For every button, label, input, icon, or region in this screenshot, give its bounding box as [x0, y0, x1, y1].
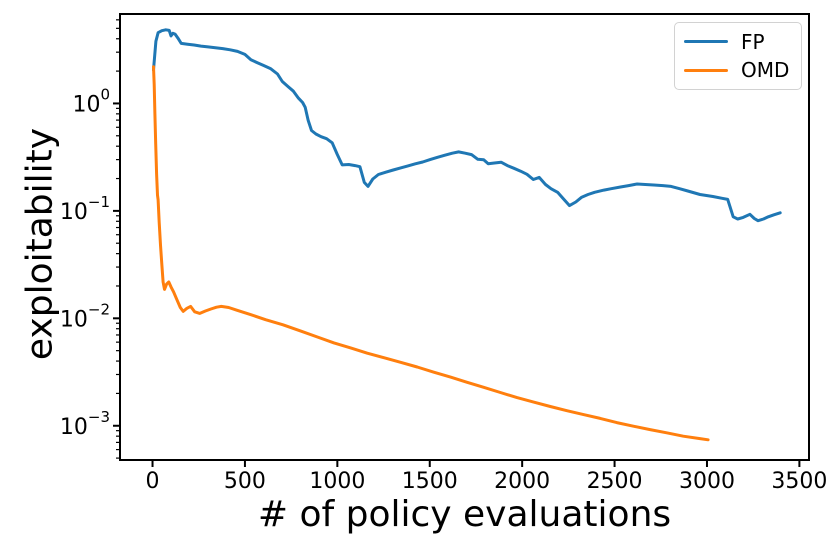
legend-line-omd-icon: [684, 68, 728, 73]
legend-item-fp: FP: [684, 32, 801, 52]
x-tick-label: 1000: [309, 469, 365, 494]
x-tick-label: 1500: [402, 469, 458, 494]
y-tick-label: 10−2: [60, 300, 110, 332]
legend: FP OMD: [674, 22, 802, 90]
plot-border: [119, 13, 810, 461]
y-tick-label: 100: [72, 85, 110, 117]
x-tick-label: 2000: [494, 469, 550, 494]
x-tick-label: 3000: [679, 469, 735, 494]
x-axis-label: # of policy evaluations: [257, 494, 672, 535]
y-axis-label: exploitability: [19, 127, 61, 361]
y-tick-label: 10−3: [60, 408, 110, 440]
x-tick-label: 2500: [587, 469, 643, 494]
legend-label-omd: OMD: [741, 58, 790, 83]
x-tick-label: 3500: [771, 469, 827, 494]
y-tick-label: 10−1: [60, 193, 110, 225]
legend-item-omd: OMD: [684, 60, 801, 80]
x-tick-label: 500: [224, 469, 266, 494]
legend-line-fp-icon: [684, 39, 728, 44]
x-tick-label: 0: [146, 469, 160, 494]
fp-line: [152, 28, 782, 223]
legend-label-fp: FP: [741, 29, 765, 54]
omd-line: [152, 65, 710, 442]
